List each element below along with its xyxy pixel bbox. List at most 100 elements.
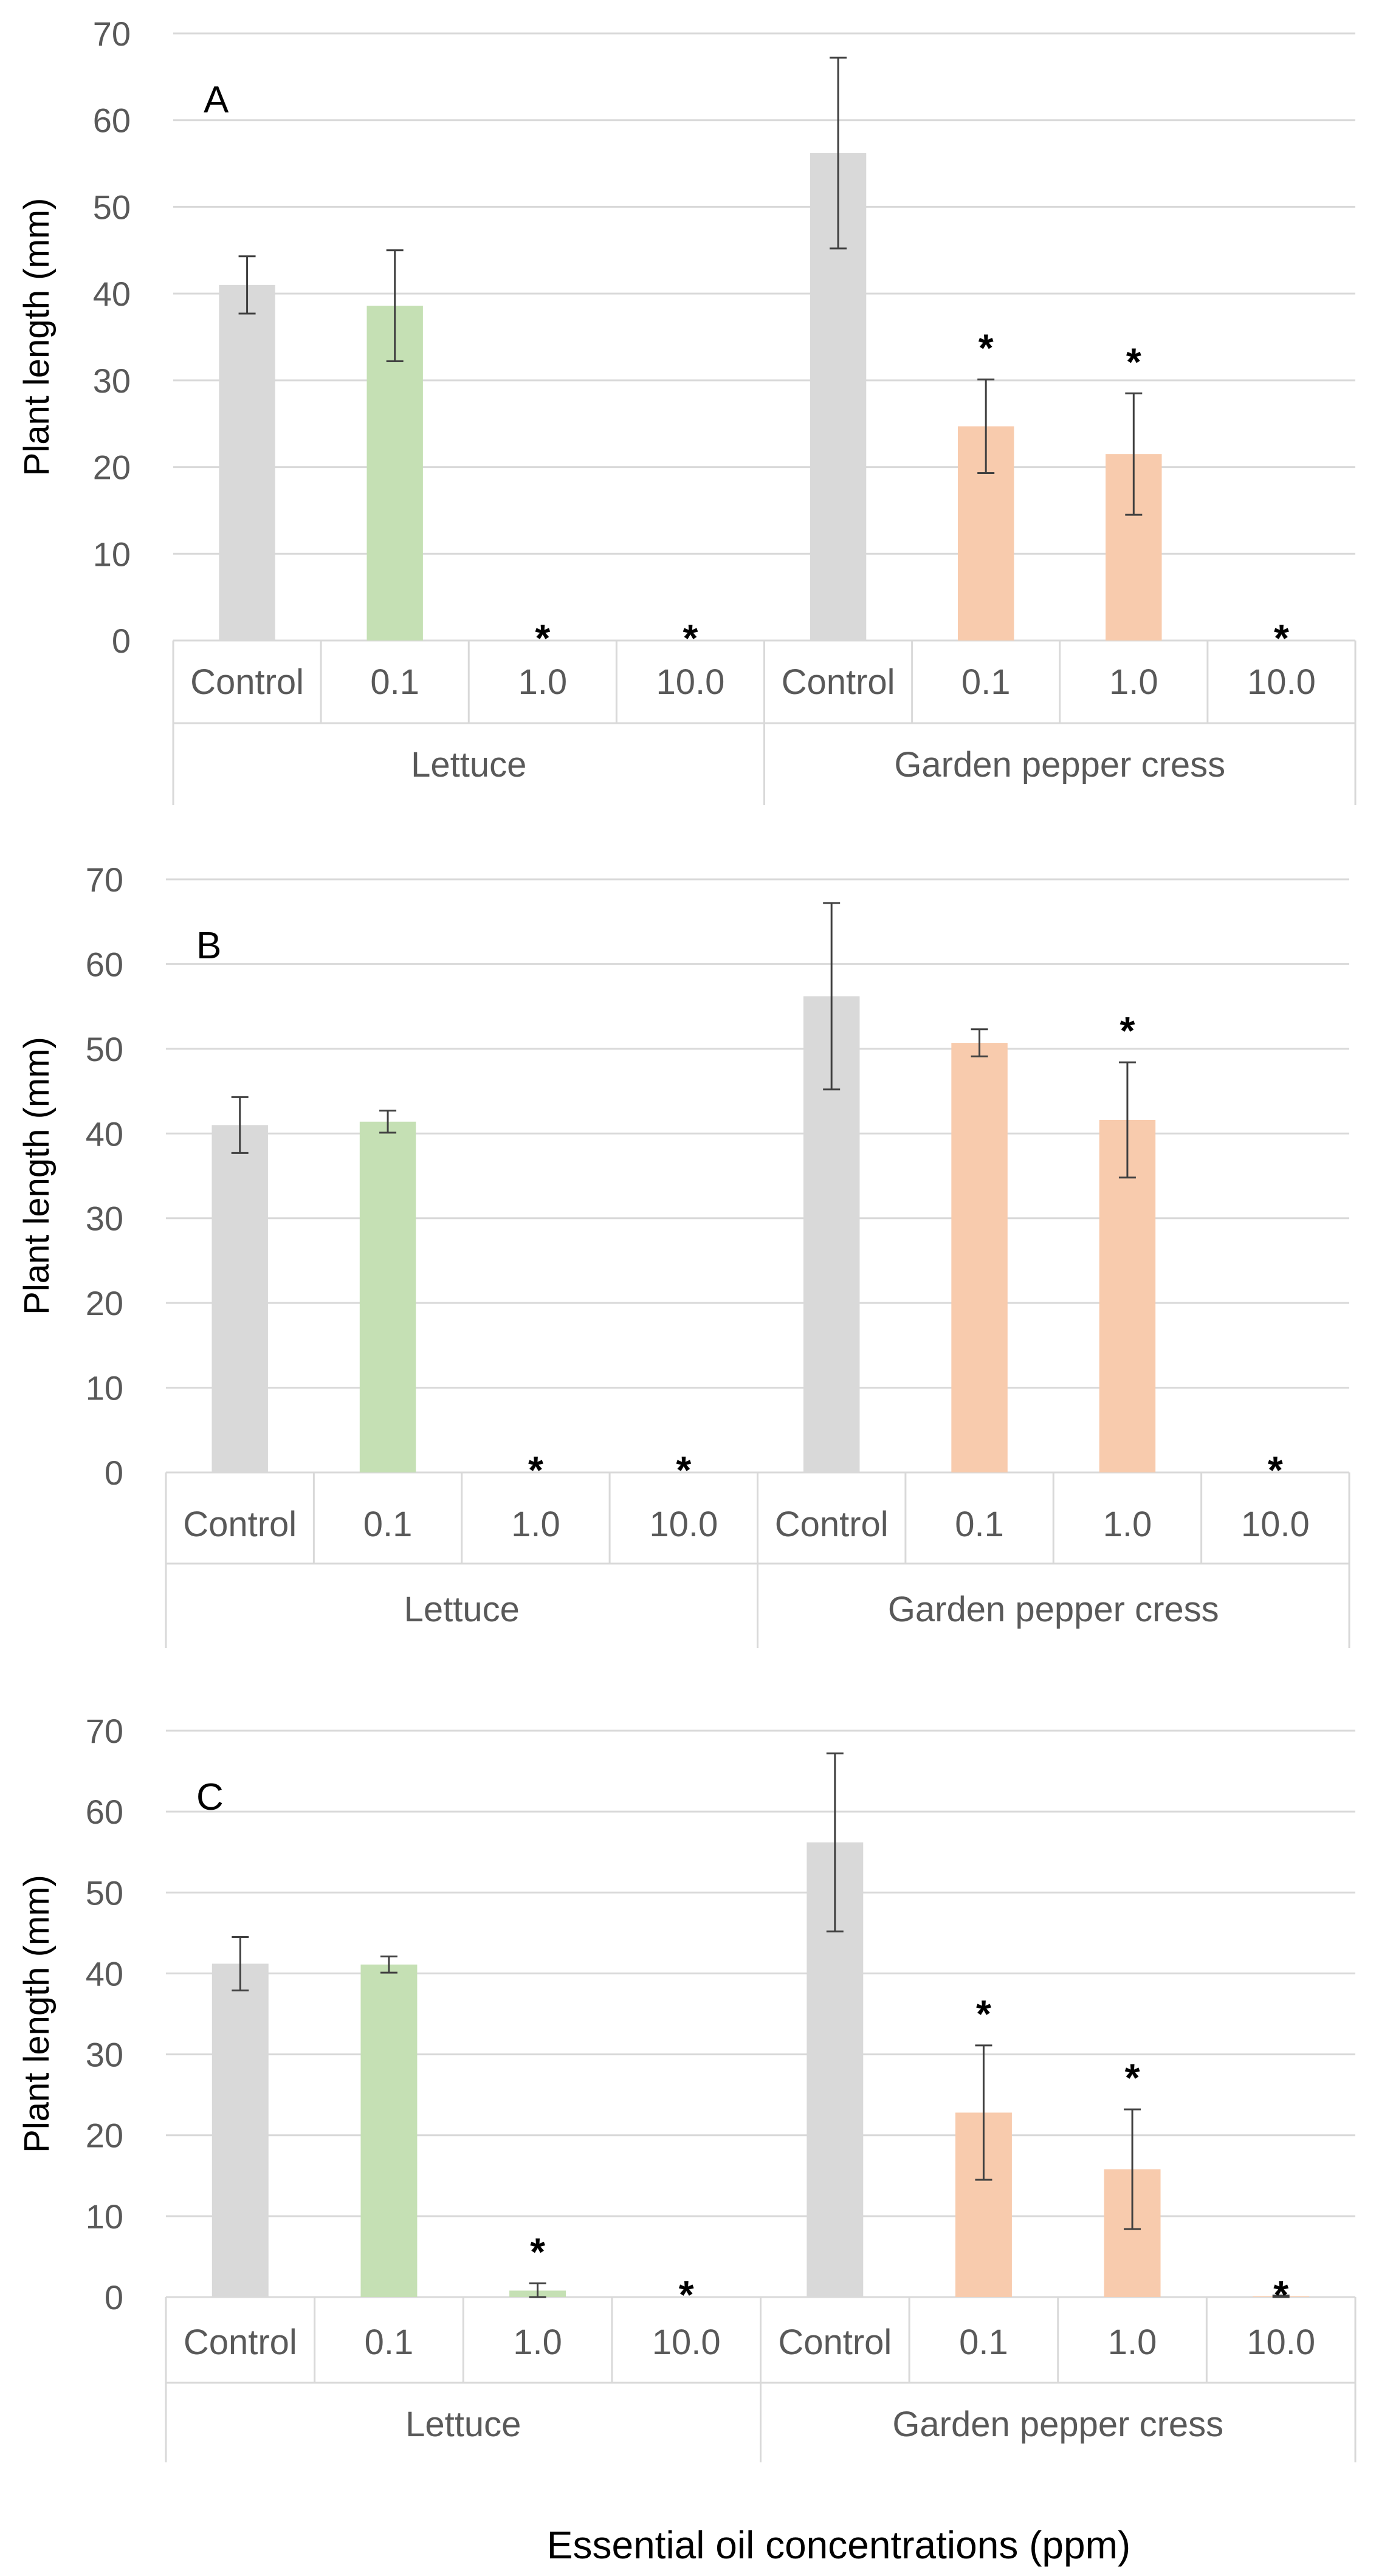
group-label: Lettuce (404, 1590, 520, 1629)
category-label: 10.0 (1247, 662, 1316, 702)
significance-marker: * (1126, 340, 1141, 383)
significance-marker: * (976, 1992, 991, 2036)
error-bar (971, 1028, 988, 1057)
error-bar (1125, 392, 1143, 516)
group-label: Garden pepper cress (894, 745, 1225, 785)
chart-panel-b: 0 10 20 30 40 50 60 70 Control 0.1 * 1.0 * 10.0 Contro… (17, 860, 1350, 1648)
category-label: 10.0 (652, 2323, 721, 2362)
category-label: 1.0 (518, 662, 567, 702)
y-tick-label: 20 (86, 1284, 123, 1322)
x-axis-title: Essential oil concentrations (ppm) (547, 2523, 1130, 2567)
y-tick-label: 0 (112, 622, 131, 660)
y-tick-label: 30 (86, 1200, 123, 1238)
group-label: Garden pepper cress (892, 2405, 1223, 2444)
y-tick-label: 10 (86, 1369, 123, 1407)
error-bar (231, 1096, 249, 1154)
significance-marker: * (679, 2273, 694, 2317)
bar (212, 1125, 268, 1472)
category-label: 10.0 (1247, 2323, 1315, 2362)
error-bar (1272, 2294, 1290, 2298)
category-label: 1.0 (1109, 662, 1158, 702)
group-label: Garden pepper cress (888, 1590, 1219, 1629)
y-axis-title: Plant length (mm) (17, 1875, 57, 2153)
category-label: 1.0 (1103, 1505, 1152, 1544)
y-tick-label: 60 (86, 1793, 123, 1831)
y-tick-label: 30 (86, 2036, 123, 2074)
category-label: Control (183, 1505, 297, 1544)
y-tick-label: 20 (93, 448, 131, 487)
y-tick-label: 50 (93, 188, 131, 226)
error-bar (232, 1936, 249, 1991)
category-label: 0.1 (959, 2323, 1008, 2362)
bar (951, 1043, 1008, 1472)
bar (212, 1963, 269, 2297)
y-tick-label: 0 (105, 2278, 123, 2317)
category-label: 1.0 (1108, 2323, 1157, 2362)
group-label: Lettuce (405, 2405, 521, 2444)
error-bar (1118, 1061, 1136, 1179)
y-axis-title: Plant length (mm) (17, 1037, 57, 1315)
chart-panel-c: 0 10 20 30 40 50 60 70 Control 0.1 * 1.0 * 10.0 Contro… (17, 1712, 1357, 2462)
category-label: Control (775, 1505, 889, 1544)
significance-marker: * (1268, 1448, 1283, 1492)
category-label: 0.1 (955, 1505, 1004, 1544)
error-bar (380, 1955, 397, 1974)
y-tick-label: 0 (105, 1454, 123, 1492)
y-tick-label: 40 (86, 1954, 123, 1993)
category-label: 0.1 (363, 1505, 413, 1544)
error-bar (977, 378, 995, 475)
bar (219, 284, 275, 641)
y-tick-label: 60 (86, 945, 123, 983)
y-tick-label: 40 (86, 1115, 123, 1153)
significance-marker: * (1125, 2056, 1140, 2100)
category-label: 0.1 (370, 662, 419, 702)
y-tick-label: 30 (93, 362, 131, 400)
category-label: 1.0 (511, 1505, 560, 1544)
y-tick-label: 20 (86, 2117, 123, 2155)
y-tick-label: 60 (93, 101, 131, 140)
error-bar (1124, 2108, 1141, 2230)
significance-marker: * (1120, 1009, 1135, 1053)
category-label: Control (782, 662, 895, 702)
significance-marker: * (1273, 2273, 1288, 2317)
category-label: 0.1 (961, 662, 1011, 702)
category-label: Control (190, 662, 304, 702)
error-bar (830, 57, 847, 250)
y-tick-label: 70 (93, 15, 131, 53)
bar (359, 1121, 416, 1472)
error-bar (823, 902, 841, 1091)
error-bar (379, 1110, 397, 1134)
error-bar (238, 255, 256, 315)
error-bar (386, 249, 404, 362)
panel-letter: C (196, 1776, 224, 1818)
y-tick-label: 10 (86, 2197, 123, 2236)
category-label: 0.1 (365, 2323, 414, 2362)
error-bar (826, 1752, 844, 1932)
significance-marker: * (676, 1448, 691, 1492)
significance-marker: * (683, 616, 698, 660)
y-axis-title: Plant length (mm) (17, 198, 57, 476)
y-tick-label: 50 (86, 1030, 123, 1068)
y-tick-label: 50 (86, 1874, 123, 1912)
category-label: 1.0 (513, 2323, 562, 2362)
panel-letter: B (196, 925, 221, 967)
group-label: Lettuce (411, 745, 526, 785)
significance-marker: * (528, 1448, 543, 1492)
error-bar (975, 2044, 992, 2181)
y-tick-label: 40 (93, 275, 131, 313)
significance-marker: * (535, 616, 550, 660)
y-tick-label: 70 (86, 1712, 123, 1750)
significance-marker: * (530, 2230, 545, 2273)
significance-marker: * (1274, 616, 1289, 660)
category-label: Control (778, 2323, 892, 2362)
category-label: 10.0 (656, 662, 724, 702)
significance-marker: * (979, 326, 994, 369)
y-tick-label: 70 (86, 860, 123, 899)
panel-letter: A (204, 79, 229, 121)
category-label: 10.0 (1241, 1505, 1310, 1544)
bar (1099, 1119, 1156, 1472)
bar (360, 1964, 418, 2297)
